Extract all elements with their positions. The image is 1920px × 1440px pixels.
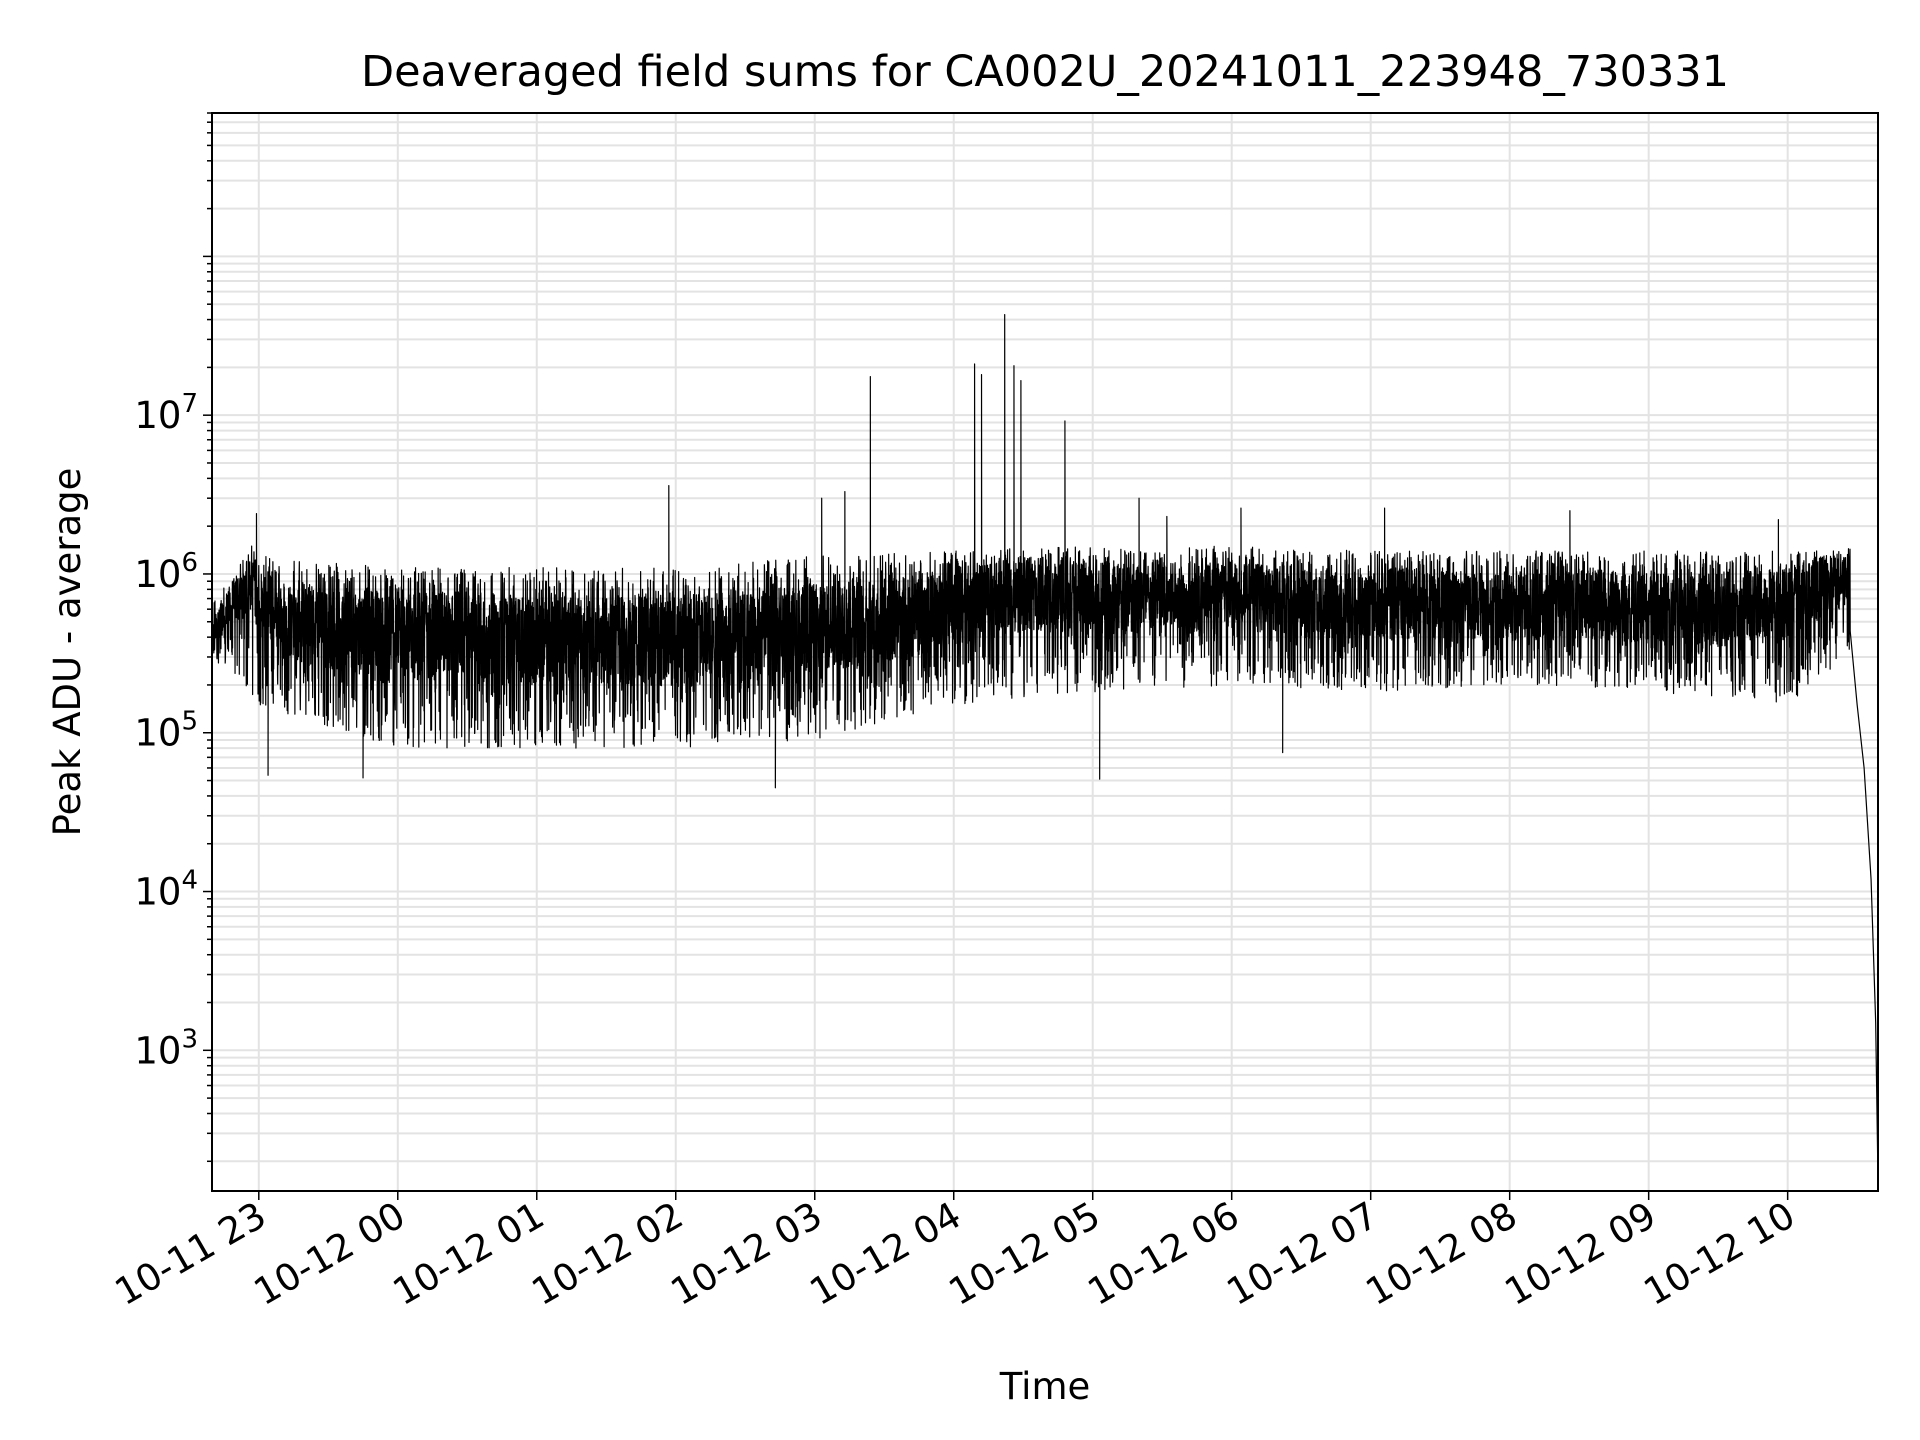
data-line-group [211,313,1879,1182]
y-tick-label: 103 [134,1024,198,1072]
series-line [211,313,1879,1182]
plot-frame [211,112,1879,1192]
y-tick-label: 105 [134,707,198,755]
y-tick-label: 106 [134,548,198,596]
y-tick-label: 104 [134,866,198,914]
y-axis-label: Peak ADU - average [46,468,89,837]
y-tick-label: 107 [134,389,198,437]
x-axis-label: Time [999,1365,1091,1408]
chart-title: Deaveraged field sums for CA002U_2024101… [361,47,1729,97]
